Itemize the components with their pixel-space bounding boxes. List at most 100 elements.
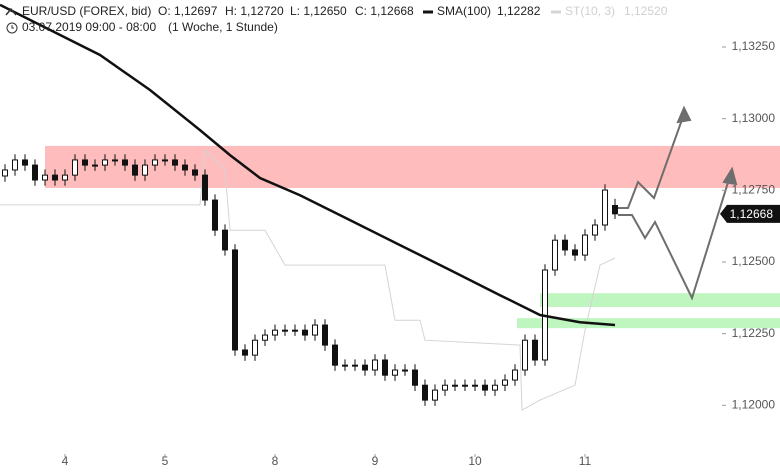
candle-body bbox=[312, 324, 318, 336]
y-tick-label: 1,13250 bbox=[732, 39, 776, 53]
candle-body bbox=[342, 364, 348, 367]
candle-body bbox=[432, 389, 438, 401]
x-tick-label: 8 bbox=[272, 454, 279, 468]
sma-legend: SMA(100) bbox=[437, 4, 491, 18]
candle-body bbox=[162, 159, 168, 162]
arrow-up-path bbox=[618, 113, 685, 209]
candle-body bbox=[142, 164, 148, 176]
candle-body bbox=[612, 205, 618, 215]
candle-body bbox=[32, 164, 38, 181]
candle-body bbox=[42, 174, 48, 181]
candle-body bbox=[402, 369, 408, 372]
candle-body bbox=[72, 159, 78, 176]
candle-body bbox=[362, 364, 368, 371]
x-tick-label: 10 bbox=[468, 454, 482, 468]
candle-body bbox=[12, 159, 18, 171]
candle-body bbox=[422, 384, 428, 401]
candle-body bbox=[582, 234, 588, 256]
zone bbox=[517, 318, 780, 329]
candle-body bbox=[442, 384, 448, 391]
plot bbox=[0, 3, 618, 412]
candle-body bbox=[112, 159, 118, 162]
candle-body bbox=[492, 384, 498, 391]
candle-body bbox=[452, 384, 458, 387]
collapse-icon[interactable] bbox=[5, 7, 17, 16]
indicator-line bbox=[0, 148, 616, 412]
candle-body bbox=[202, 174, 208, 201]
x-tick-label: 9 bbox=[372, 454, 379, 468]
arrow-down-up-path bbox=[618, 175, 731, 301]
candle-body bbox=[152, 159, 158, 166]
candle-body bbox=[82, 159, 88, 166]
candle-body bbox=[572, 249, 578, 256]
candle-body bbox=[242, 349, 248, 356]
x-tick-label: 5 bbox=[162, 454, 169, 468]
y-tick-label: 1,12500 bbox=[732, 254, 776, 268]
candle-body bbox=[482, 384, 488, 391]
candle-body bbox=[132, 164, 138, 176]
zones bbox=[45, 145, 780, 329]
zone bbox=[45, 145, 780, 189]
y-tick-label: 1,12750 bbox=[732, 182, 776, 196]
candle-body bbox=[222, 229, 228, 251]
candle-body bbox=[502, 379, 508, 386]
candle-body bbox=[232, 249, 238, 351]
candle-body bbox=[2, 169, 8, 177]
candle-body bbox=[382, 359, 388, 376]
candle-body bbox=[332, 344, 338, 366]
candle-body bbox=[22, 159, 28, 166]
arrow-head bbox=[676, 105, 692, 124]
candle-body bbox=[92, 164, 98, 167]
candle-body bbox=[182, 164, 188, 171]
symbol: EUR/USD (FOREX, bid) bbox=[22, 4, 151, 18]
candle-body bbox=[62, 174, 68, 181]
candle-body bbox=[552, 239, 558, 271]
candle-body bbox=[372, 359, 378, 371]
st-legend: ST(10, 3) bbox=[565, 4, 615, 18]
clock-hands bbox=[11, 25, 14, 29]
high-label: H: 1,12720 bbox=[225, 4, 284, 18]
zone bbox=[540, 293, 780, 307]
indicator-line bbox=[0, 3, 616, 327]
candle-body bbox=[472, 384, 478, 387]
arrow-head bbox=[722, 166, 738, 186]
candle-body bbox=[602, 189, 608, 226]
low-label: L: 1,12650 bbox=[290, 4, 347, 18]
candle-body bbox=[302, 329, 308, 336]
candle-body bbox=[212, 199, 218, 231]
sma-value: 1,12282 bbox=[497, 4, 541, 18]
y-tick-label: 1,12000 bbox=[732, 397, 776, 411]
interval: (1 Woche, 1 Stunde) bbox=[168, 20, 278, 34]
open-label: O: 1,12697 bbox=[158, 4, 218, 18]
header: EUR/USD (FOREX, bid) O: 1,12697 H: 1,127… bbox=[5, 4, 668, 34]
candle-body bbox=[522, 339, 528, 371]
candle-body bbox=[252, 339, 258, 356]
candle-body bbox=[462, 384, 468, 387]
candle-body bbox=[512, 369, 518, 381]
candle-body bbox=[592, 224, 598, 236]
projection-arrows bbox=[618, 105, 738, 301]
last-price-label: 1,12668 bbox=[730, 207, 774, 221]
candle-body bbox=[262, 334, 268, 341]
last-price-tag bbox=[720, 204, 780, 223]
axes: 1,13250 1,13000 1,12750 1,12500 1,12250 1,120… bbox=[62, 39, 780, 468]
candle-body bbox=[412, 369, 418, 386]
st-value: 1,12520 bbox=[624, 4, 668, 18]
candle-body bbox=[322, 324, 328, 346]
clock-icon bbox=[6, 22, 18, 34]
candle-body bbox=[172, 159, 178, 166]
candle-body bbox=[392, 369, 398, 376]
x-tick-label: 11 bbox=[579, 454, 592, 468]
candle-body bbox=[292, 329, 298, 332]
candle-body bbox=[532, 339, 538, 361]
close-label: C: 1,12668 bbox=[355, 4, 414, 18]
candle-body bbox=[562, 239, 568, 251]
candle-body bbox=[352, 364, 358, 367]
candle-body bbox=[102, 159, 108, 166]
x-tick-label: 4 bbox=[62, 454, 69, 468]
candle-body bbox=[272, 329, 278, 336]
y-tick-label: 1,12250 bbox=[732, 326, 776, 340]
y-tick-label: 1,13000 bbox=[732, 111, 776, 125]
